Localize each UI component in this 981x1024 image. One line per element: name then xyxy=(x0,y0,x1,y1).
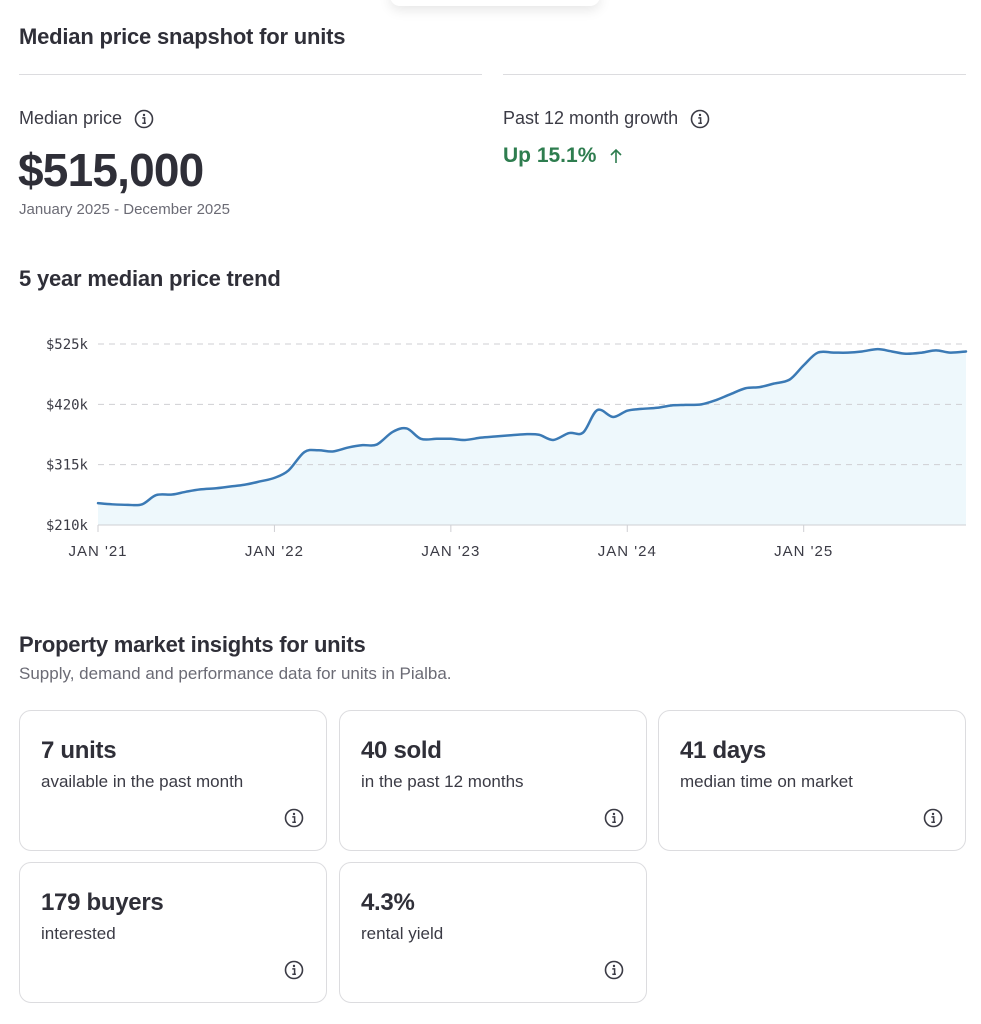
info-circle-icon[interactable] xyxy=(923,808,943,828)
insight-card-buyers: 179 buyers interested xyxy=(19,862,327,1003)
info-circle-icon[interactable] xyxy=(284,808,304,828)
insight-value: 4.3% xyxy=(361,889,415,916)
insight-value: 40 sold xyxy=(361,737,442,764)
insight-card-days: 41 days median time on market xyxy=(658,710,966,851)
price-trend-chart: $525k $420k $315k $210k JAN '21 JAN '22 JAN '2… xyxy=(46,337,968,560)
y-tick-label: $210k xyxy=(46,518,89,534)
arrow-up-icon xyxy=(608,147,624,165)
insight-card-yield: 4.3% rental yield xyxy=(339,862,647,1003)
insight-value: 7 units xyxy=(41,737,117,764)
x-tick-label: JAN '23 xyxy=(421,543,480,560)
growth-label-row: Past 12 month growth xyxy=(503,108,710,129)
median-price-value: $515,000 xyxy=(18,144,204,196)
insight-description: in the past 12 months xyxy=(361,772,524,791)
price-trend-line xyxy=(96,347,968,507)
median-price-period: January 2025 - December 2025 xyxy=(19,201,230,218)
x-tick-label: JAN '25 xyxy=(774,543,833,560)
y-tick-label: $420k xyxy=(46,397,89,413)
info-circle-icon[interactable] xyxy=(284,960,304,980)
x-tick-label: JAN '21 xyxy=(68,543,127,560)
insight-description: available in the past month xyxy=(41,772,244,791)
price-area-fill xyxy=(98,349,966,525)
insight-value: 179 buyers xyxy=(41,889,164,916)
insights-subtitle: Supply, demand and performance data for … xyxy=(19,664,452,683)
divider-left xyxy=(19,74,482,75)
info-circle-icon[interactable] xyxy=(134,109,154,129)
x-tick-label: JAN '22 xyxy=(245,543,304,560)
insight-description: interested xyxy=(41,924,116,943)
info-circle-icon[interactable] xyxy=(604,808,624,828)
median-price-label: Median price xyxy=(19,108,123,128)
median-price-label-row: Median price xyxy=(19,108,154,129)
insight-description: rental yield xyxy=(361,924,444,943)
y-tick-label: $315k xyxy=(46,458,89,474)
insight-value: 41 days xyxy=(680,737,766,764)
y-tick-label: $525k xyxy=(46,337,89,353)
x-tick-label: JAN '24 xyxy=(598,543,657,560)
insight-card-available: 7 units available in the past month xyxy=(19,710,327,851)
info-circle-icon[interactable] xyxy=(604,960,624,980)
growth-label: Past 12 month growth xyxy=(503,108,679,128)
growth-value-row: Up 15.1% xyxy=(503,144,624,168)
top-handle xyxy=(390,0,600,6)
insight-description: median time on market xyxy=(680,772,853,791)
snapshot-heading: Median price snapshot for units xyxy=(19,24,346,49)
insight-card-sold: 40 sold in the past 12 months xyxy=(339,710,647,851)
divider-right xyxy=(503,74,966,75)
trend-heading: 5 year median price trend xyxy=(19,266,281,291)
insights-heading: Property market insights for units xyxy=(19,632,366,657)
info-circle-icon[interactable] xyxy=(690,109,710,129)
growth-value: Up 15.1% xyxy=(503,144,597,167)
